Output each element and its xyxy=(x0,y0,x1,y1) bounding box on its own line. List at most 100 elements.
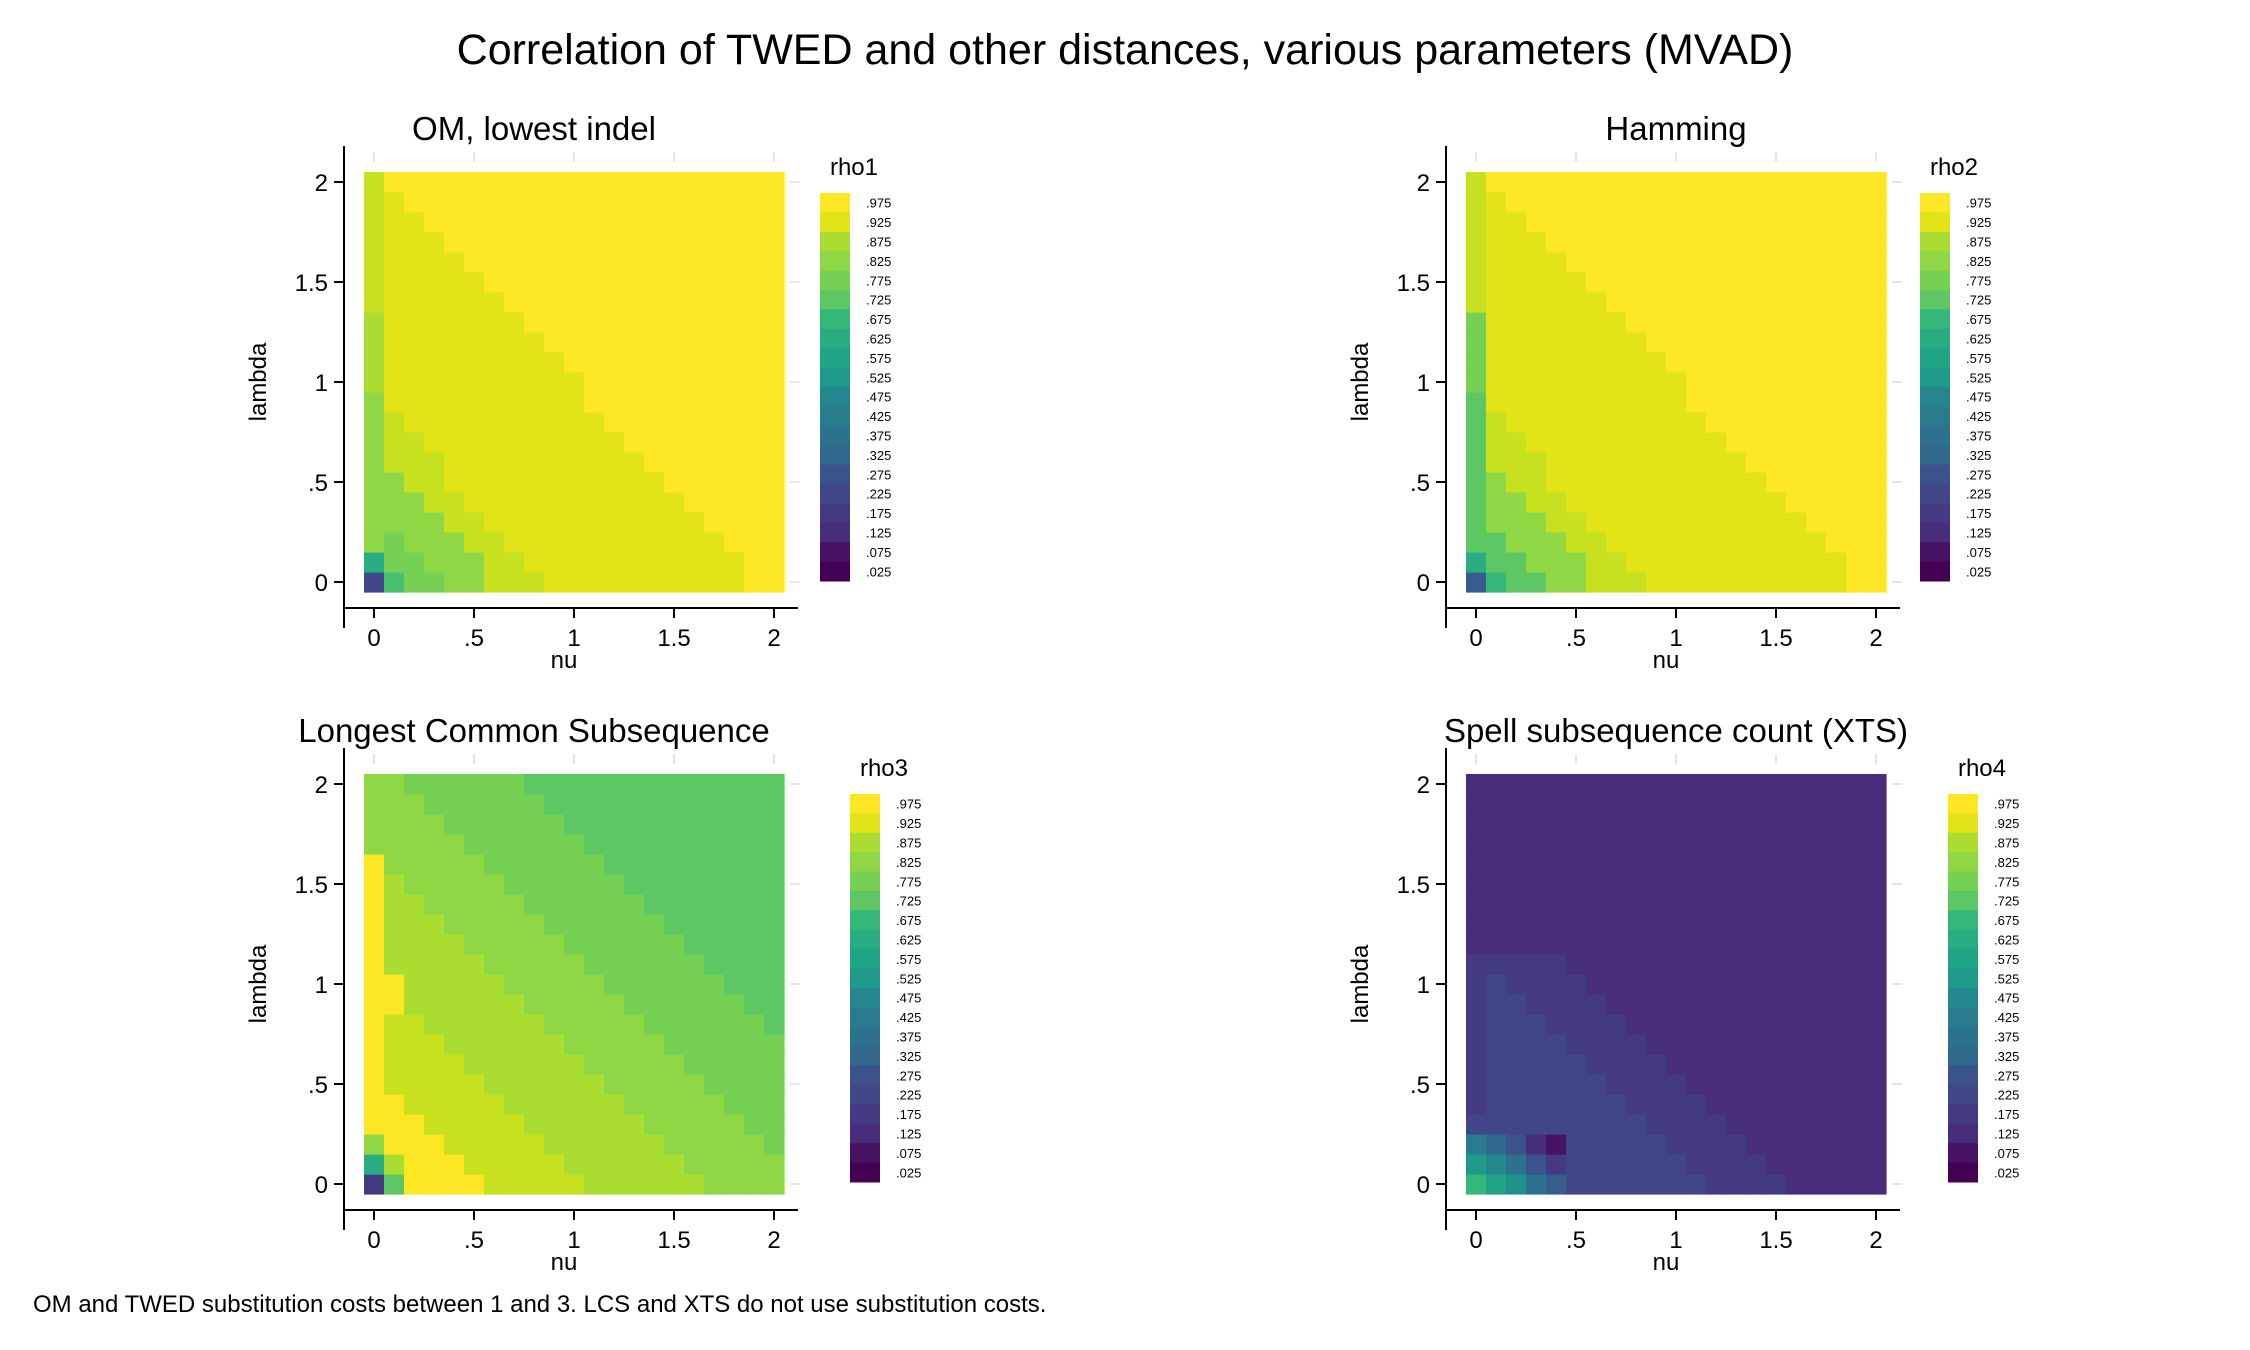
heatmap-cell xyxy=(664,312,685,333)
heatmap-cell xyxy=(584,212,605,233)
heatmap-cell xyxy=(1546,834,1567,855)
heatmap-cell xyxy=(1706,1154,1727,1175)
heatmap-cell xyxy=(684,934,705,955)
heatmap-cell xyxy=(1646,774,1667,795)
heatmap-cell xyxy=(524,874,545,895)
legend-label: .475 xyxy=(1994,991,2019,1006)
heatmap-cell xyxy=(424,212,445,233)
heatmap-cell xyxy=(484,452,505,473)
heatmap-cell xyxy=(764,232,785,253)
heatmap-cell xyxy=(604,914,625,935)
heatmap-cell xyxy=(444,1074,465,1095)
heatmap-cell xyxy=(1866,1174,1887,1195)
heatmap-cell xyxy=(564,512,585,533)
heatmap-cell xyxy=(1486,212,1507,233)
heatmap-cell xyxy=(464,874,485,895)
heatmap-cell xyxy=(1846,232,1867,253)
heatmap-cell xyxy=(1506,1174,1527,1195)
heatmap-cell xyxy=(1746,352,1767,373)
legend-label: .975 xyxy=(896,797,921,812)
heatmap-cell xyxy=(1466,774,1487,795)
heatmap-cell xyxy=(504,974,525,995)
heatmap-cell xyxy=(484,914,505,935)
legend-label: .775 xyxy=(896,874,921,889)
heatmap-cell xyxy=(424,1134,445,1155)
heatmap-cell xyxy=(1826,1134,1847,1155)
heatmap-cell xyxy=(1606,192,1627,213)
heatmap-cell xyxy=(1706,532,1727,553)
heatmap-cell xyxy=(1866,172,1887,193)
heatmap-cell xyxy=(1726,1154,1747,1175)
heatmap-cell xyxy=(1486,532,1507,553)
heatmap-cell xyxy=(664,252,685,273)
heatmap-cell xyxy=(424,1034,445,1055)
heatmap-cell xyxy=(1686,1074,1707,1095)
heatmap-cell xyxy=(1746,512,1767,533)
legend-swatch xyxy=(1920,328,1950,349)
heatmap-cell xyxy=(624,794,645,815)
heatmap-cell xyxy=(764,372,785,393)
heatmap-cell xyxy=(1786,1134,1807,1155)
heatmap-cell xyxy=(1666,974,1687,995)
heatmap-cell xyxy=(744,1154,765,1175)
heatmap-cell xyxy=(1646,1014,1667,1035)
heatmap-cell xyxy=(1586,854,1607,875)
heatmap-cell xyxy=(464,172,485,193)
heatmap-cell xyxy=(1566,372,1587,393)
heatmap-cell xyxy=(1806,1174,1827,1195)
heatmap-cell xyxy=(1726,1134,1747,1155)
heatmap-cell xyxy=(1766,252,1787,273)
legend-label: .025 xyxy=(1966,564,1991,579)
heatmap-cell xyxy=(1706,452,1727,473)
heatmap-cell xyxy=(1686,252,1707,273)
heatmap-cell xyxy=(1766,472,1787,493)
heatmap-cell xyxy=(724,1054,745,1075)
heatmap-cell xyxy=(1706,492,1727,513)
heatmap-cell xyxy=(384,994,405,1015)
y-tick-label: 0 xyxy=(315,570,328,597)
heatmap-cell xyxy=(1626,372,1647,393)
heatmap-cell xyxy=(604,1094,625,1115)
heatmap-cell xyxy=(1786,1074,1807,1095)
heatmap-cell xyxy=(384,492,405,513)
legend-swatch xyxy=(820,367,850,388)
heatmap-cell xyxy=(384,814,405,835)
heatmap-cell xyxy=(364,974,385,995)
heatmap-cell xyxy=(544,392,565,413)
heatmap-cell xyxy=(544,272,565,293)
heatmap-cell xyxy=(1746,774,1767,795)
heatmap-cell xyxy=(544,994,565,1015)
legend-swatch xyxy=(1920,290,1950,310)
heatmap-cell xyxy=(1786,814,1807,835)
heatmap-cell xyxy=(404,874,425,895)
legend-title: rho3 xyxy=(860,755,908,782)
heatmap-cell xyxy=(1566,292,1587,313)
heatmap-cell xyxy=(764,914,785,935)
legend-label: .725 xyxy=(866,293,891,308)
heatmap-cell xyxy=(384,332,405,353)
heatmap-cell xyxy=(724,934,745,955)
heatmap-cell xyxy=(1726,1074,1747,1095)
heatmap-cell xyxy=(1466,192,1487,213)
heatmap-cell xyxy=(1646,532,1667,553)
heatmap-cell xyxy=(1546,352,1567,373)
heatmap-cell xyxy=(1866,432,1887,453)
heatmap-cell xyxy=(544,854,565,875)
heatmap-cell xyxy=(724,512,745,533)
heatmap-cell xyxy=(564,412,585,433)
heatmap-cell xyxy=(1606,492,1627,513)
heatmap-cell xyxy=(424,994,445,1015)
heatmap-cell xyxy=(624,1094,645,1115)
heatmap-cell xyxy=(1526,392,1547,413)
heatmap-cell xyxy=(1846,412,1867,433)
heatmap-cell xyxy=(464,272,485,293)
heatmap-cell xyxy=(1466,954,1487,975)
heatmap-cell xyxy=(624,834,645,855)
heatmap-cell xyxy=(1806,232,1827,253)
heatmap-cell xyxy=(464,412,485,433)
heatmap-cell xyxy=(464,552,485,573)
heatmap-cell xyxy=(1826,994,1847,1015)
heatmap-cell xyxy=(1586,192,1607,213)
heatmap-cell xyxy=(464,332,485,353)
heatmap-cell xyxy=(1786,392,1807,413)
